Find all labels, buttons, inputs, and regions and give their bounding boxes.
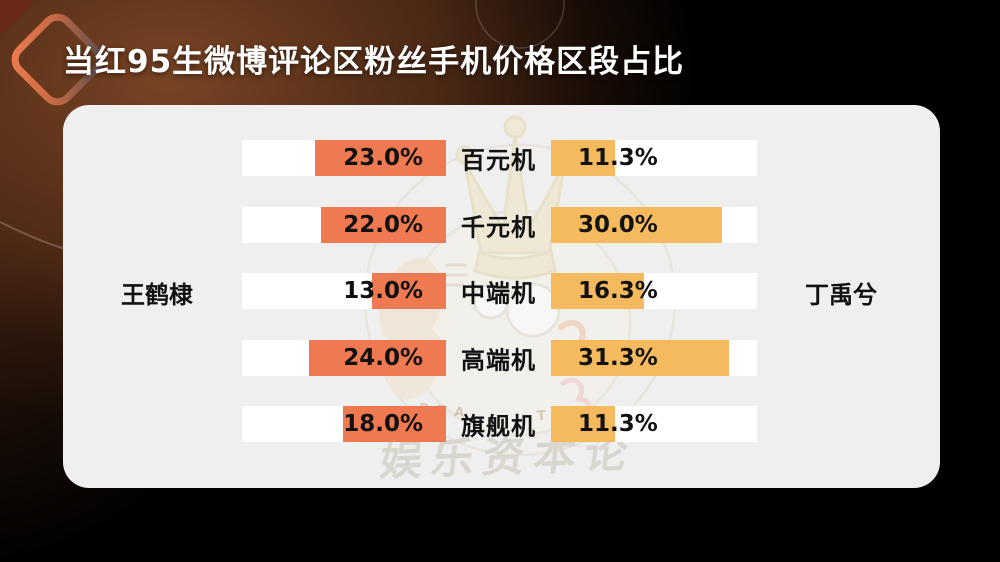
right-value-label: 16.3% xyxy=(578,278,658,304)
chart-row: 13.0% 中端机 16.3% xyxy=(63,273,940,309)
left-value-label: 13.0% xyxy=(343,278,423,304)
left-bar xyxy=(309,339,446,376)
left-bar xyxy=(371,273,446,309)
chart-row: 24.0% 高端机 31.3% xyxy=(63,339,940,376)
right-bar xyxy=(551,206,722,243)
right-bar xyxy=(551,339,730,376)
chart-card: RTA T C 娱乐资本论 23.0%百元机11.3%22.0%千元机30.0%… xyxy=(63,105,940,488)
left-value-label: 18.0% xyxy=(343,411,423,437)
bar-chart: 23.0% 百元机 11.3% 22.0% 千元机 30.0% 13.0% 中端机 16.3% 2… xyxy=(63,105,940,488)
left-bar-track: 24.0% xyxy=(242,339,446,376)
right-value-label: 30.0% xyxy=(578,211,658,238)
left-bar-track: 23.0% xyxy=(242,140,446,176)
chart-row: 22.0% 千元机 30.0% xyxy=(63,206,940,243)
right-value-label: 11.3% xyxy=(578,411,658,437)
right-bar-track: 11.3% xyxy=(551,140,757,176)
left-series-name: 王鹤棣 xyxy=(121,281,193,309)
left-value-label: 24.0% xyxy=(343,344,423,371)
right-bar xyxy=(551,273,644,309)
left-value-label: 23.0% xyxy=(343,145,423,171)
category-label: 千元机 xyxy=(461,213,536,241)
left-bar-track: 22.0% xyxy=(242,206,446,243)
right-bar-track: 30.0% xyxy=(551,206,757,243)
right-bar xyxy=(551,406,616,442)
chart-row: 18.0% 旗舰机 11.3% xyxy=(63,406,940,442)
left-bar-track: 18.0% xyxy=(242,406,446,442)
right-bar-track: 11.3% xyxy=(551,406,757,442)
chart-title: 当红95生微博评论区粉丝手机价格区段占比 xyxy=(63,44,685,80)
right-bar-track: 16.3% xyxy=(551,273,757,309)
chart-row: 23.0% 百元机 11.3% xyxy=(63,140,940,176)
category-label: 中端机 xyxy=(461,279,536,308)
left-bar xyxy=(343,406,446,442)
right-bar xyxy=(551,140,616,176)
right-series-name: 丁禹兮 xyxy=(805,281,877,309)
left-bar-track: 13.0% xyxy=(242,273,446,309)
left-bar xyxy=(320,206,446,243)
left-bar xyxy=(314,140,446,176)
category-label: 高端机 xyxy=(461,346,536,374)
right-value-label: 11.3% xyxy=(578,145,658,171)
category-label: 旗舰机 xyxy=(461,412,536,441)
category-label: 百元机 xyxy=(461,146,536,175)
right-bar-track: 31.3% xyxy=(551,339,757,376)
right-value-label: 31.3% xyxy=(578,344,658,371)
left-value-label: 22.0% xyxy=(343,211,423,238)
